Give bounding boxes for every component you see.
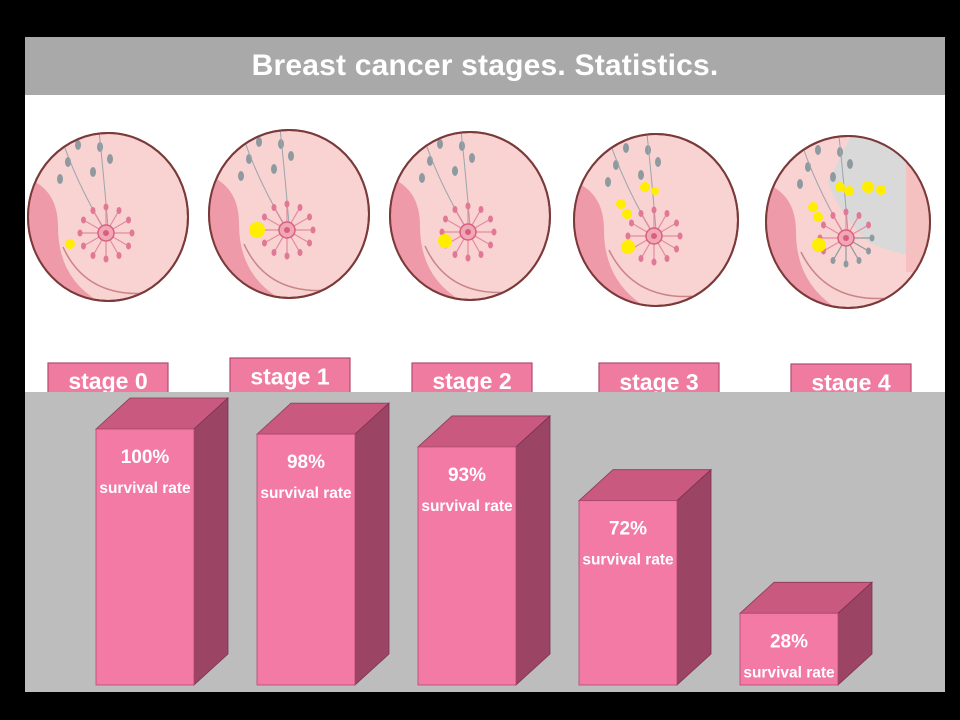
bar-front-face <box>578 500 678 686</box>
tumor-dot <box>249 222 265 238</box>
bar-3: 72% survival rate <box>577 468 713 686</box>
tumor-dot <box>438 234 452 248</box>
tumor-dot <box>812 238 826 252</box>
stage-label: stage 2 <box>432 368 511 392</box>
stage-illustration-4: stage 4 <box>765 135 931 402</box>
bar-2: 93% survival rate <box>416 415 552 686</box>
bar-0: 100% survival rate <box>94 397 230 686</box>
stage-illustration-2: stage 2 <box>389 131 551 400</box>
stage-label: stage 1 <box>250 364 329 390</box>
bar-caption: survival rate <box>743 664 835 681</box>
tumor-dot <box>813 212 823 222</box>
survival-rate-chart: 100% survival rate 98% survival rate 93% surv… <box>94 397 874 686</box>
title-bar: Breast cancer stages. Statistics. <box>25 37 945 95</box>
slide: Breast cancer stages. Statistics. stage … <box>25 37 945 692</box>
bar-side-face <box>515 415 551 686</box>
stage-illustration-panel: stage 0 stage 1 stage 2 stage 3 stage 4 <box>25 95 945 402</box>
tumor-dot <box>876 185 886 195</box>
tumor-dot <box>835 182 845 192</box>
bar-value-label: 28% <box>770 631 808 652</box>
stage-label: stage 3 <box>619 369 698 392</box>
bar-value-label: 72% <box>609 519 647 540</box>
bar-caption: survival rate <box>421 498 513 515</box>
tumor-dot <box>651 187 659 195</box>
stage-label-box <box>229 357 351 396</box>
bar-value-label: 98% <box>287 452 325 473</box>
stage-illustration-0: stage 0 <box>27 132 189 400</box>
stage-label: stage 0 <box>68 368 147 392</box>
bar-front-face <box>256 433 356 686</box>
bar-caption: survival rate <box>582 552 674 569</box>
stage-illustration-3: stage 3 <box>573 133 739 402</box>
tumor-dot <box>844 186 854 196</box>
bar-front-face <box>739 612 839 686</box>
bar-1: 98% survival rate <box>255 402 391 686</box>
tumor-dot <box>808 202 818 212</box>
stage-illustrations: stage 0 stage 1 stage 2 stage 3 stage 4 <box>27 129 931 402</box>
bar-front-face <box>417 446 517 686</box>
tumor-dot <box>65 239 75 249</box>
tumor-dot <box>862 181 874 193</box>
bar-value-label: 100% <box>121 447 170 468</box>
bar-front-face <box>95 428 195 686</box>
page-title: Breast cancer stages. Statistics. <box>251 49 719 82</box>
tumor-dot <box>621 240 635 254</box>
stage-label: stage 4 <box>811 370 890 393</box>
stage-illustration-1: stage 1 <box>208 129 370 396</box>
bar-side-face <box>193 397 229 686</box>
chart-panel: 100% survival rate 98% survival rate 93% surv… <box>25 392 945 692</box>
tumor-dot <box>640 182 650 192</box>
tumor-dot <box>622 209 632 219</box>
bar-4: 28% survival rate <box>738 581 874 686</box>
bar-side-face <box>676 468 712 686</box>
bar-side-face <box>354 402 390 686</box>
bar-value-label: 93% <box>448 465 486 486</box>
tumor-dot <box>616 199 626 209</box>
bar-caption: survival rate <box>260 485 352 502</box>
bar-caption: survival rate <box>99 480 191 497</box>
